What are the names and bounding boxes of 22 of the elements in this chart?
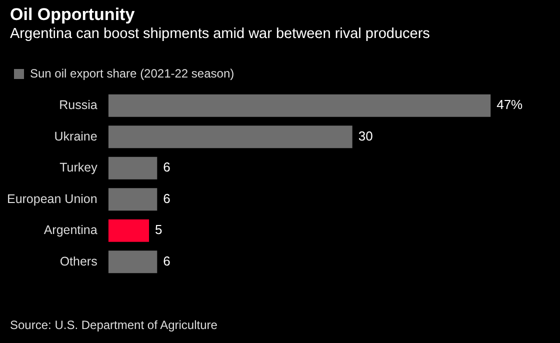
y-tick-label: Turkey [60,160,98,175]
data-label: 30 [358,128,373,144]
source-note: Source: U.S. Department of Agriculture [10,318,218,332]
bar [108,126,352,148]
bar [108,156,158,180]
y-tick-label: Argentina [44,223,98,238]
y-tick-label: Others [60,254,98,268]
bar [108,250,158,274]
data-label: 6 [163,190,170,206]
data-label: 47% [496,97,524,112]
chart-subtitle: Argentina can boost shipments amid war between rival producers [10,26,430,42]
bar [108,188,158,211]
chart-title: Oil Opportunity [10,5,135,25]
y-tick-label: European Union [6,192,98,206]
y-tick-label: Ukraine [54,129,98,144]
y-tick-label: Russia [59,98,98,112]
legend-label: Sun oil export share (2021-22 season) [30,66,234,80]
data-label: 6 [163,253,170,268]
bar [108,94,491,117]
data-label: 5 [155,222,162,238]
bar [108,219,150,242]
data-label: 6 [163,160,170,175]
